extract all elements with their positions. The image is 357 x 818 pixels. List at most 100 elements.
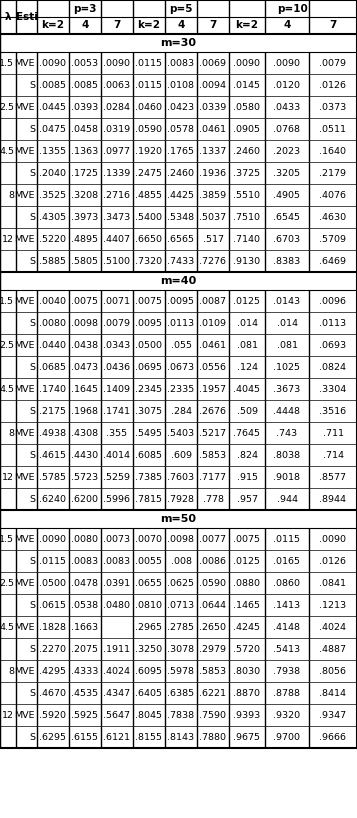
Text: S: S — [29, 257, 35, 266]
Text: .0125: .0125 — [233, 296, 261, 305]
Text: 7: 7 — [329, 20, 337, 30]
Text: .4014: .4014 — [104, 451, 131, 460]
Text: .9666: .9666 — [320, 732, 347, 741]
Text: .1957: .1957 — [200, 384, 226, 393]
Text: .0120: .0120 — [273, 80, 301, 89]
Text: S: S — [29, 213, 35, 222]
Text: .8414: .8414 — [320, 689, 347, 698]
Text: .0393: .0393 — [71, 102, 99, 111]
Text: .0145: .0145 — [233, 80, 261, 89]
Text: .8045: .8045 — [136, 711, 162, 720]
Text: .0580: .0580 — [233, 102, 261, 111]
Text: .5885: .5885 — [40, 257, 66, 266]
Text: .0090: .0090 — [104, 59, 131, 68]
Text: .0339: .0339 — [199, 102, 227, 111]
Text: .1465: .1465 — [233, 600, 261, 609]
Text: 12: 12 — [2, 711, 14, 720]
Text: m=30: m=30 — [161, 38, 196, 48]
Text: .3473: .3473 — [104, 213, 131, 222]
Text: .0083: .0083 — [167, 59, 195, 68]
Text: .3078: .3078 — [167, 645, 195, 654]
Text: .0095: .0095 — [167, 296, 195, 305]
Text: .1337: .1337 — [199, 146, 227, 155]
Text: .9018: .9018 — [273, 473, 301, 482]
Text: .7276: .7276 — [200, 257, 226, 266]
Text: .4407: .4407 — [104, 235, 131, 244]
Text: 12: 12 — [2, 473, 14, 482]
Text: .0083: .0083 — [71, 556, 99, 565]
Text: .0073: .0073 — [104, 534, 131, 543]
Text: .0445: .0445 — [40, 102, 66, 111]
Text: .0438: .0438 — [71, 340, 99, 349]
Text: .0075: .0075 — [136, 296, 162, 305]
Text: 7: 7 — [209, 20, 217, 30]
Text: .0693: .0693 — [320, 340, 347, 349]
Text: .8944: .8944 — [320, 495, 347, 504]
Text: .7320: .7320 — [135, 257, 162, 266]
Text: .4295: .4295 — [40, 667, 66, 676]
Text: .0080: .0080 — [40, 318, 66, 327]
Text: .7177: .7177 — [200, 473, 226, 482]
Text: .1640: .1640 — [320, 146, 347, 155]
Text: .0071: .0071 — [104, 296, 131, 305]
Text: .1355: .1355 — [39, 146, 66, 155]
Text: .9700: .9700 — [273, 732, 301, 741]
Text: .8056: .8056 — [320, 667, 347, 676]
Text: .0768: .0768 — [273, 124, 301, 133]
Text: .0423: .0423 — [167, 102, 195, 111]
Text: .2965: .2965 — [136, 622, 162, 631]
Text: .714: .714 — [322, 451, 343, 460]
Text: .7938: .7938 — [273, 667, 301, 676]
Text: .4630: .4630 — [320, 213, 347, 222]
Text: S: S — [29, 645, 35, 654]
Text: .1920: .1920 — [136, 146, 162, 155]
Text: .6085: .6085 — [136, 451, 162, 460]
Text: MVE: MVE — [15, 429, 35, 438]
Text: S: S — [29, 689, 35, 698]
Text: .4024: .4024 — [320, 622, 347, 631]
Text: MVE: MVE — [15, 384, 35, 393]
Text: .4245: .4245 — [233, 622, 261, 631]
Text: .5647: .5647 — [104, 711, 131, 720]
Text: .1741: .1741 — [104, 407, 131, 416]
Text: S: S — [29, 362, 35, 371]
Text: .5925: .5925 — [71, 711, 99, 720]
Text: 4.5: 4.5 — [0, 384, 14, 393]
Text: .4333: .4333 — [71, 667, 99, 676]
Text: .7815: .7815 — [136, 495, 162, 504]
Text: .6221: .6221 — [200, 689, 226, 698]
Text: .5720: .5720 — [233, 645, 261, 654]
Text: .0685: .0685 — [40, 362, 66, 371]
Text: .6295: .6295 — [40, 732, 66, 741]
Text: .6565: .6565 — [167, 235, 195, 244]
Text: .0095: .0095 — [136, 318, 162, 327]
Text: .3859: .3859 — [200, 191, 227, 200]
Text: .5920: .5920 — [40, 711, 66, 720]
Text: .3516: .3516 — [320, 407, 347, 416]
Text: .5709: .5709 — [320, 235, 347, 244]
Text: .5495: .5495 — [136, 429, 162, 438]
Text: .2179: .2179 — [320, 169, 347, 178]
Text: .609: .609 — [171, 451, 191, 460]
Text: .5259: .5259 — [104, 473, 131, 482]
Text: S: S — [29, 556, 35, 565]
Text: .0478: .0478 — [71, 578, 99, 587]
Text: .7433: .7433 — [167, 257, 195, 266]
Text: .0655: .0655 — [136, 578, 162, 587]
Text: 4: 4 — [81, 20, 89, 30]
Text: .5785: .5785 — [40, 473, 66, 482]
Text: .0109: .0109 — [200, 318, 226, 327]
Text: S: S — [29, 169, 35, 178]
Text: 4.5: 4.5 — [0, 622, 14, 631]
Text: .0090: .0090 — [320, 534, 347, 543]
Text: .1645: .1645 — [71, 384, 99, 393]
Text: .3208: .3208 — [71, 191, 99, 200]
Text: .7603: .7603 — [167, 473, 195, 482]
Text: MVE: MVE — [15, 711, 35, 720]
Text: S: S — [29, 318, 35, 327]
Text: .0480: .0480 — [104, 600, 131, 609]
Text: .5348: .5348 — [167, 213, 195, 222]
Text: .0625: .0625 — [167, 578, 195, 587]
Text: .5220: .5220 — [40, 235, 66, 244]
Text: .0461: .0461 — [200, 124, 226, 133]
